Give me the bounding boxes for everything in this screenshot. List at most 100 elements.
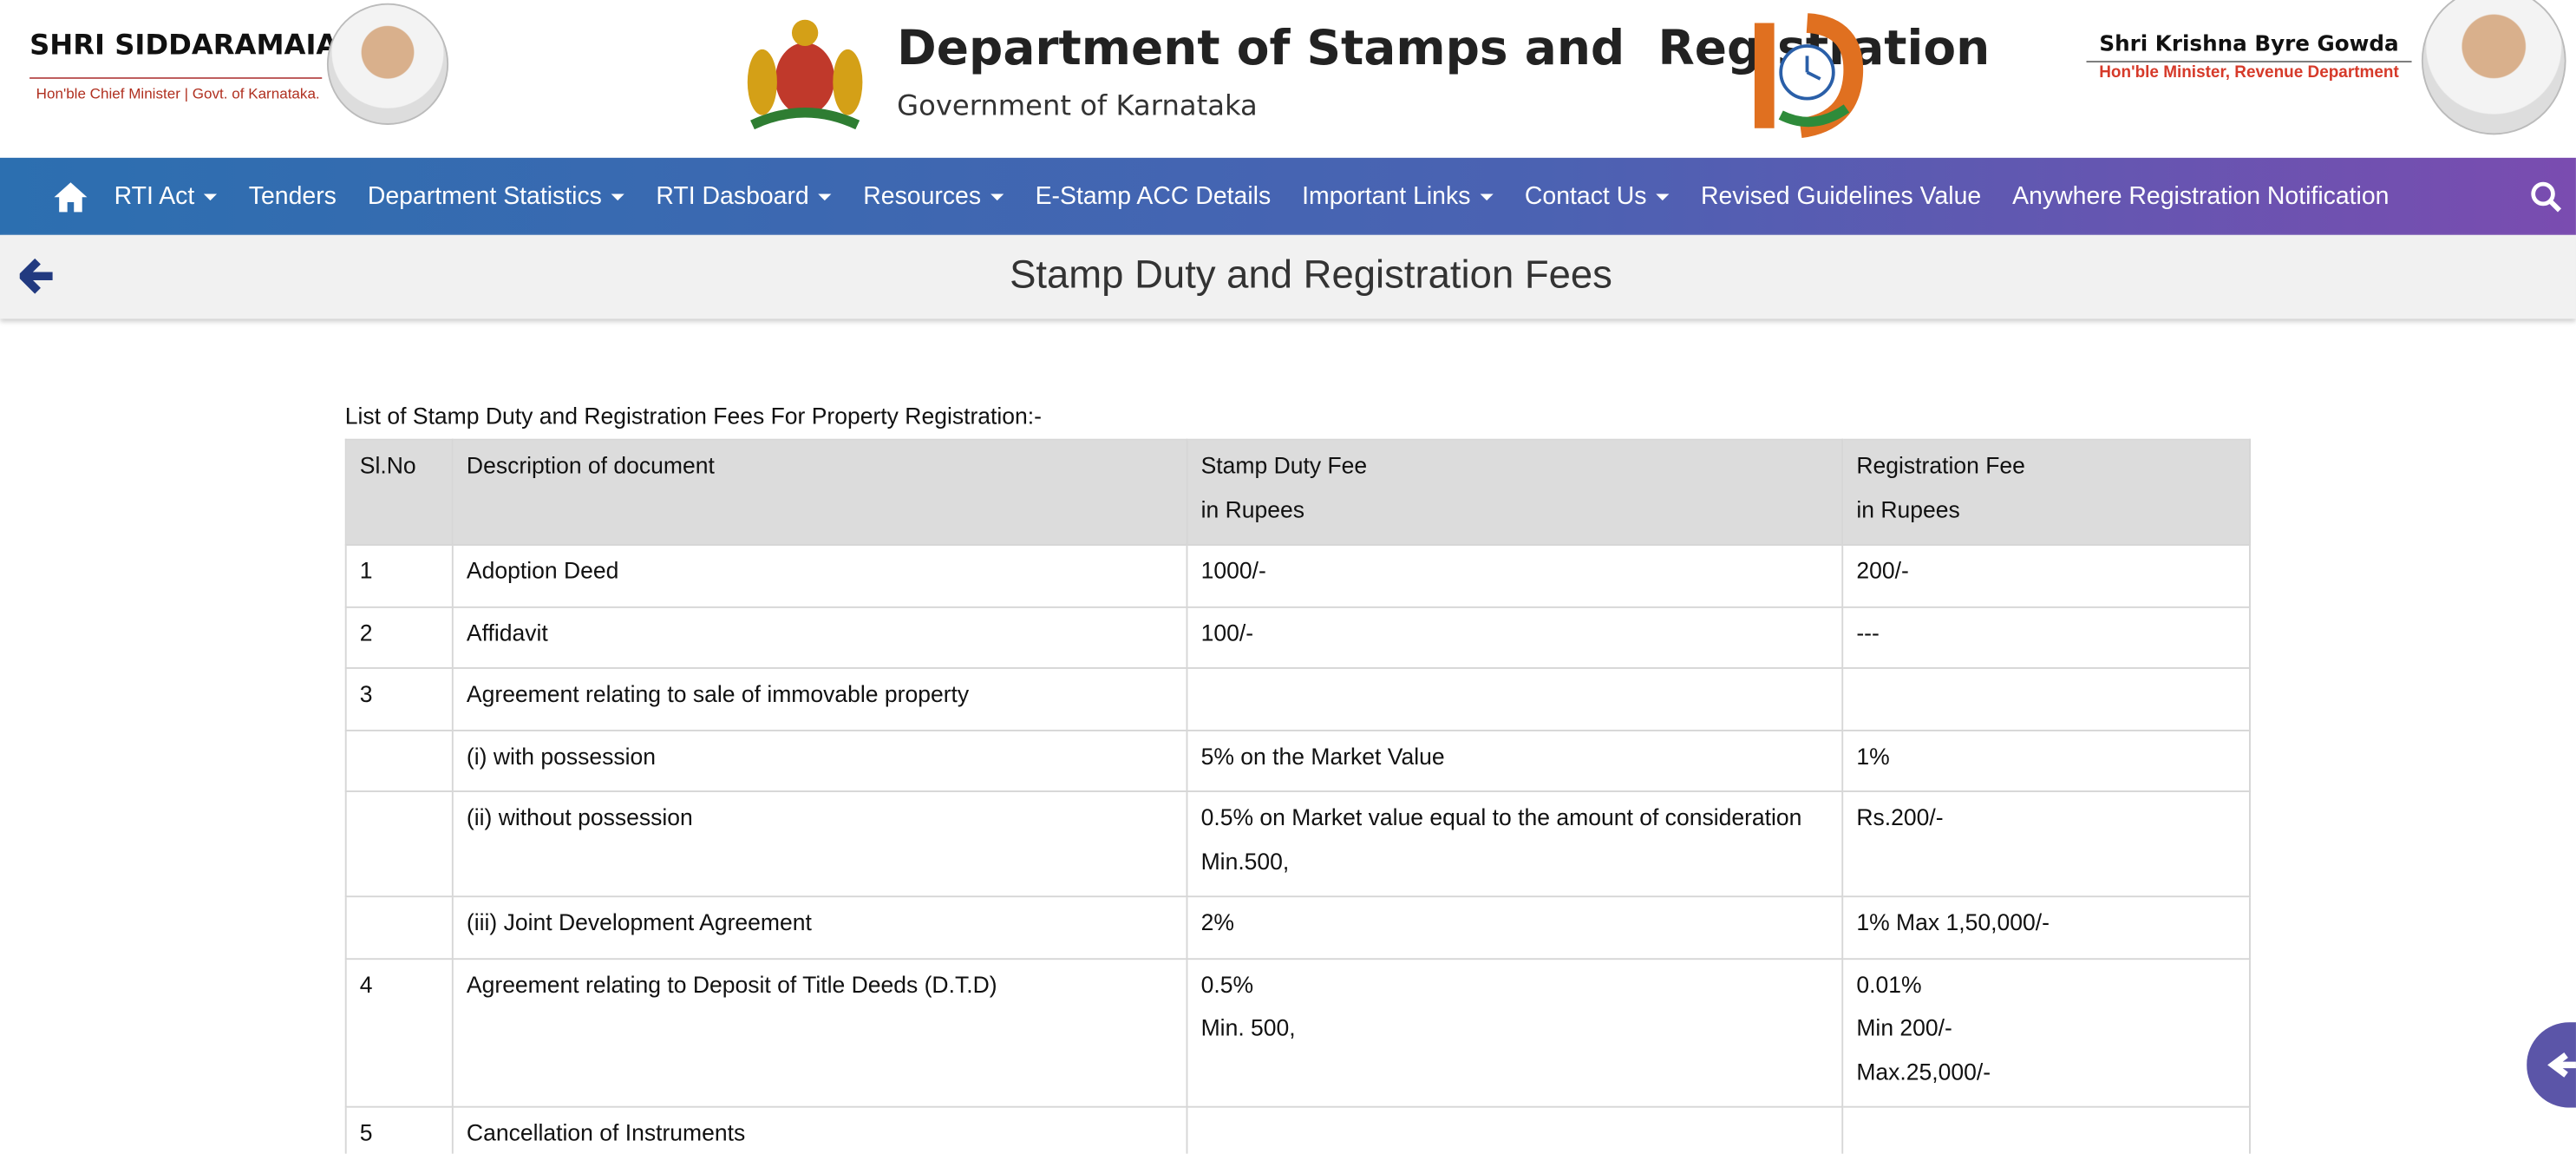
cell-text: (iii) Joint Development Agreement bbox=[466, 908, 812, 935]
table-cell: Agreement relating to sale of immovable … bbox=[451, 667, 1188, 731]
cell-text: 0.5% on Market value equal to the amount… bbox=[1200, 803, 1802, 830]
kaveri-logo bbox=[1754, 13, 1864, 139]
emblem bbox=[747, 19, 863, 130]
divider bbox=[2086, 61, 2412, 62]
table-cell: Sl.No bbox=[344, 438, 454, 546]
minister-title: Hon'ble Minister, Revenue Department bbox=[2099, 63, 2399, 82]
nav-label: Contact Us bbox=[1524, 182, 1647, 211]
nav-label: E-Stamp ACC Details bbox=[1035, 182, 1272, 211]
home-icon[interactable] bbox=[53, 180, 89, 213]
table-cell bbox=[344, 895, 454, 960]
table-row: (i) with possession 5% on the Market Valu… bbox=[344, 729, 2251, 792]
nav-label: RTI Dasboard bbox=[656, 182, 809, 211]
minister-title: Hon'ble Chief Minister | Govt. of Karnat… bbox=[36, 85, 320, 102]
nav-label: RTI Act bbox=[114, 182, 195, 211]
cell-text: 1% bbox=[1856, 742, 1890, 769]
cell-text: (i) with possession bbox=[466, 742, 657, 769]
minister-name: Shri Krishna Byre Gowda bbox=[2099, 32, 2399, 58]
table-body: 1 Adoption Deed 1000/- 200/- 2 Affidavit 100/-… bbox=[344, 543, 2251, 1154]
nav-item[interactable]: Tenders bbox=[233, 182, 352, 210]
nav-item[interactable]: Resources bbox=[847, 182, 1019, 210]
table-cell: 4 bbox=[344, 957, 454, 1108]
cell-text: 1000/- bbox=[1200, 557, 1266, 584]
table-cell: 1000/- bbox=[1186, 543, 1844, 607]
cell-text: Stamp Duty Fee bbox=[1200, 451, 1368, 479]
cell-text: 5 bbox=[359, 1118, 373, 1146]
table-cell: Agreement relating to Deposit of Title D… bbox=[451, 957, 1188, 1108]
table-cell: 2% bbox=[1186, 895, 1844, 960]
cell-text: --- bbox=[1856, 619, 1880, 646]
nav-item[interactable]: RTI Act bbox=[99, 182, 233, 210]
table-cell: 0.5% Min. 500, bbox=[1186, 957, 1844, 1108]
nav-label: Anywhere Registration Notification bbox=[2012, 182, 2390, 211]
table-cell bbox=[1841, 1105, 2251, 1154]
back-button[interactable] bbox=[19, 258, 56, 294]
table-cell: 1 bbox=[344, 543, 454, 607]
nav-label: Revised Guidelines Value bbox=[1700, 182, 1982, 211]
nav-item[interactable]: Anywhere Registration Notification bbox=[1997, 182, 2404, 210]
cell-text: 200/- bbox=[1856, 557, 1909, 584]
table-cell: 3 bbox=[344, 667, 454, 731]
table-cell bbox=[344, 729, 454, 792]
cell-text: Description of document bbox=[466, 451, 715, 479]
table-cell: Registration Fee in Rupees bbox=[1841, 438, 2251, 546]
cell-text: Min.500, bbox=[1200, 847, 1290, 874]
nav-item[interactable]: Revised Guidelines Value bbox=[1685, 182, 1997, 210]
table-cell bbox=[1186, 667, 1844, 731]
cell-text: Rs.200/- bbox=[1856, 803, 1944, 830]
cell-text: Min 200/- bbox=[1856, 1013, 1952, 1040]
nav-label: Important Links bbox=[1302, 182, 1471, 211]
nav-label: Tenders bbox=[248, 182, 337, 211]
table-cell: (iii) Joint Development Agreement bbox=[451, 895, 1188, 960]
divider bbox=[29, 77, 323, 79]
sub-header bbox=[0, 234, 2576, 319]
portrait bbox=[326, 3, 449, 125]
table-row: (ii) without possession 0.5% on Market va… bbox=[344, 790, 2251, 898]
search-icon[interactable] bbox=[2530, 180, 2563, 213]
table-cell bbox=[1841, 667, 2251, 731]
floating-back-button[interactable] bbox=[2527, 1022, 2576, 1108]
table-cell: --- bbox=[1841, 605, 2251, 669]
nav-item[interactable]: RTI Dasboard bbox=[640, 182, 847, 210]
table-row: 2 Affidavit 100/- --- bbox=[344, 605, 2251, 669]
dropdown-caret bbox=[819, 193, 833, 201]
dropdown-caret bbox=[1480, 193, 1494, 201]
nav-item[interactable]: E-Stamp ACC Details bbox=[1020, 182, 1287, 210]
table-cell bbox=[1186, 1105, 1844, 1154]
nav-item[interactable]: Department Statistics bbox=[352, 182, 641, 210]
cell-text: in Rupees bbox=[1856, 495, 1960, 522]
cell-text: 2% bbox=[1200, 908, 1234, 935]
header-row: Sl.No Description of document Stamp Duty F… bbox=[344, 438, 2251, 546]
table-cell: Description of document bbox=[451, 438, 1188, 546]
table-row: (iii) Joint Development Agreement 2% 1% Ma… bbox=[344, 895, 2251, 960]
cell-text: 3 bbox=[359, 680, 373, 707]
cell-text: Adoption Deed bbox=[466, 557, 619, 584]
table-row: 5 Cancellation of Instruments bbox=[344, 1105, 2251, 1154]
dropdown-caret bbox=[1656, 193, 1670, 201]
table-cell: 2 bbox=[344, 605, 454, 669]
cell-text: Cancellation of Instruments bbox=[466, 1118, 746, 1146]
cell-text: 2 bbox=[359, 619, 373, 646]
cell-text: 100/- bbox=[1200, 619, 1254, 646]
table-cell: (ii) without possession bbox=[451, 790, 1188, 898]
table-cell: 0.5% on Market value equal to the amount… bbox=[1186, 790, 1844, 898]
nav-label: Resources bbox=[863, 182, 982, 211]
table-cell: 5 bbox=[344, 1105, 454, 1154]
table-cell: 1% bbox=[1841, 729, 2251, 792]
portrait bbox=[2421, 0, 2566, 135]
table-cell: 200/- bbox=[1841, 543, 2251, 607]
nav-item[interactable]: Important Links bbox=[1286, 182, 1509, 210]
table-cell: 100/- bbox=[1186, 605, 1844, 669]
nav-item[interactable]: Contact Us bbox=[1509, 182, 1685, 210]
table-caption: List of Stamp Duty and Registration Fees… bbox=[344, 403, 1043, 429]
nav-menu: RTI Act Tenders Department Statistics RTI D… bbox=[99, 158, 2405, 235]
table-cell: Adoption Deed bbox=[451, 543, 1188, 607]
cell-text: Agreement relating to sale of immovable … bbox=[466, 680, 970, 707]
table-row: 4 Agreement relating to Deposit of Title … bbox=[344, 957, 2251, 1108]
dropdown-caret bbox=[991, 193, 1004, 201]
cell-text: Min. 500, bbox=[1200, 1013, 1296, 1040]
minister-name: SHRI SIDDARAMAIAH bbox=[29, 30, 362, 62]
page-title: Stamp Duty and Registration Fees bbox=[1010, 252, 1612, 298]
cell-text: (ii) without possession bbox=[466, 803, 693, 830]
